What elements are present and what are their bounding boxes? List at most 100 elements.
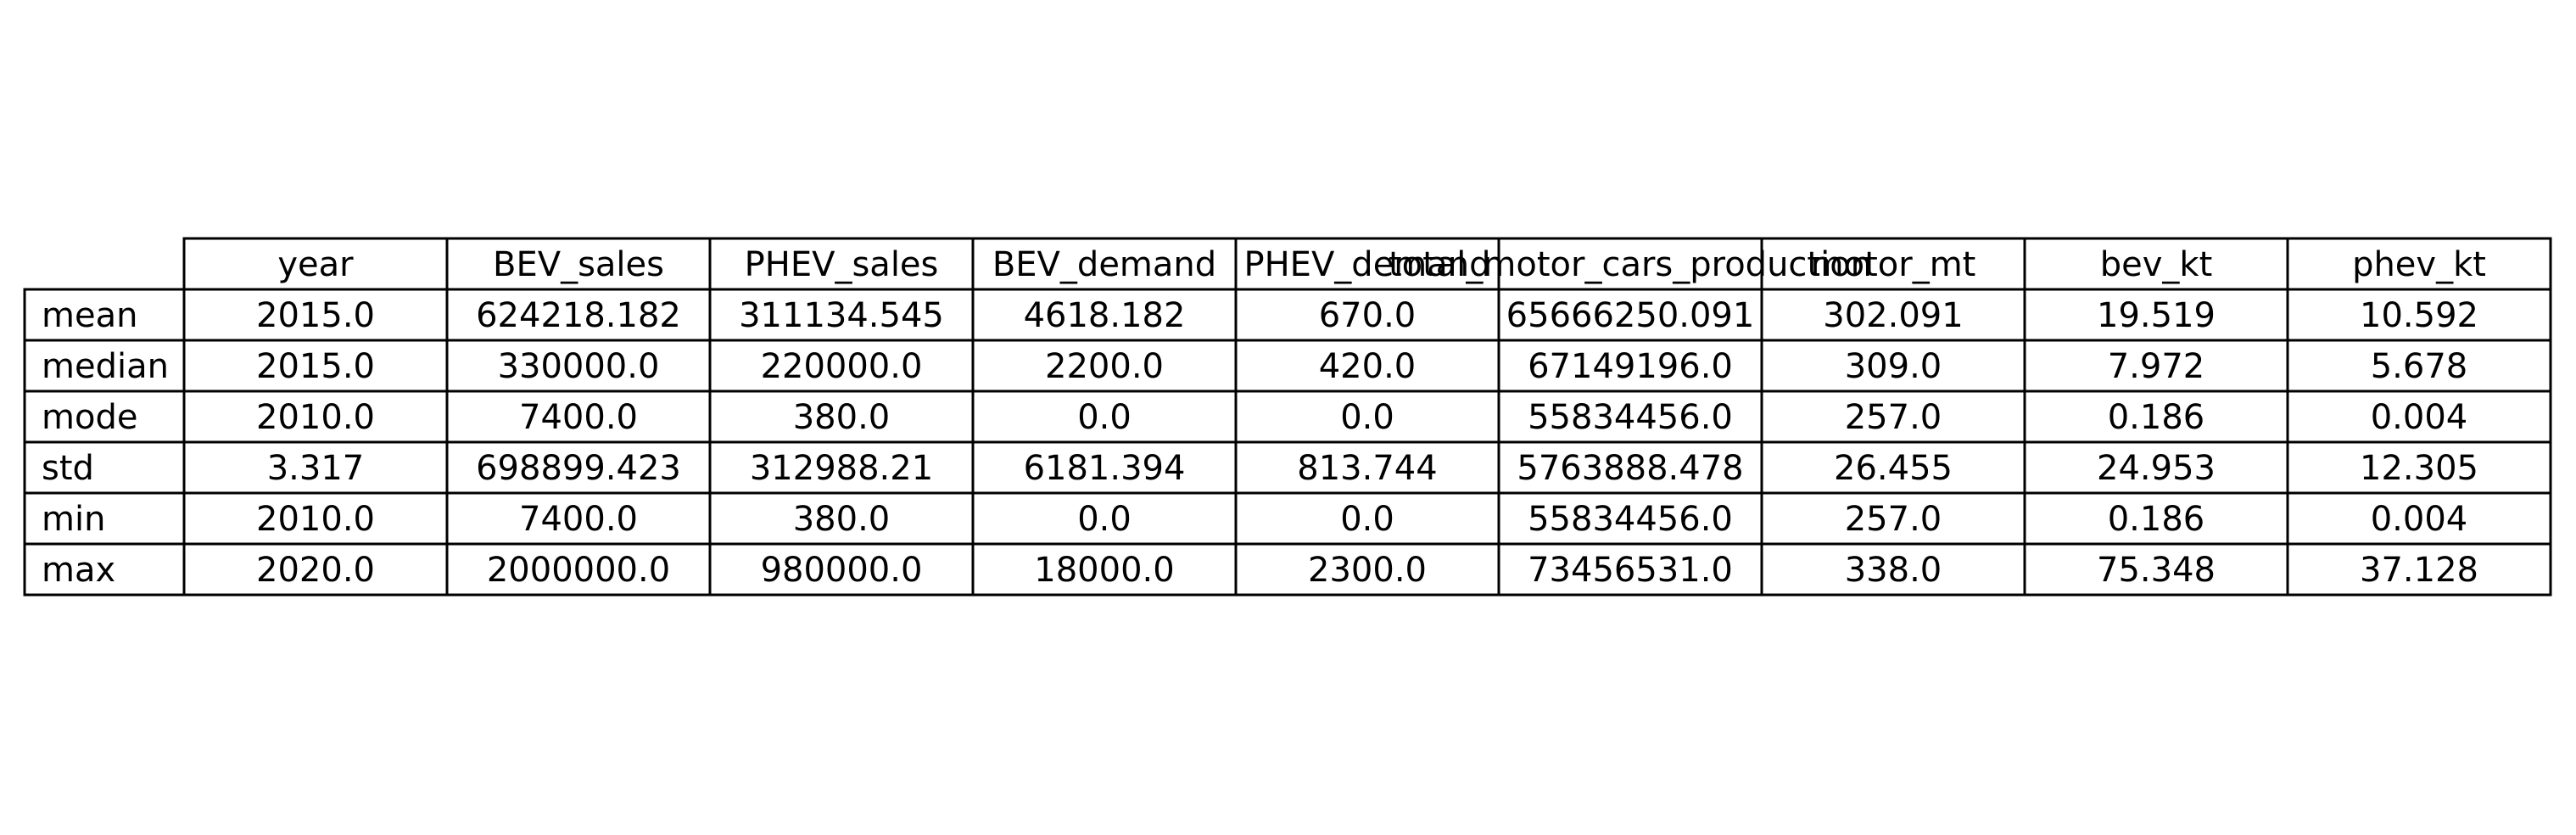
data-cell [445,288,712,342]
column-header-label: BEV_demand [992,245,1216,284]
data-cell [182,542,449,597]
data-cell [1497,288,1763,342]
row-label: min [42,500,105,539]
column-header-label: total_motor_cars_production [1389,245,1872,284]
data-cell [1497,542,1763,597]
data-cell-value: 309.0 [1845,347,1942,386]
data-cell-value: 2010.0 [256,500,375,539]
data-cell-value: 330000.0 [498,347,660,386]
data-cell [971,542,1238,597]
data-cell-value: 12.305 [2360,449,2478,488]
data-cell-value: 2015.0 [256,296,375,335]
data-cell-value: 302.091 [1823,296,1963,335]
data-cell-value: 380.0 [793,398,891,437]
data-cell [708,339,975,393]
data-cell [182,440,449,495]
data-cell-value: 18000.0 [1034,551,1174,590]
data-cell-value: 2000000.0 [487,551,670,590]
data-cell-value: 2010.0 [256,398,375,437]
column-header-label: PHEV_demand [1243,245,1490,284]
data-cell [1234,491,1500,546]
column-header-cell [445,237,712,291]
data-cell-value: 0.004 [2371,500,2468,539]
data-cell [708,288,975,342]
column-header-cell [2286,237,2552,291]
row-label-cell [23,542,186,597]
data-cell [971,440,1238,495]
data-cell-value: 380.0 [793,500,891,539]
column-header-label: PHEV_sales [745,245,939,284]
row-label: max [42,551,115,590]
data-cell-value: 3.317 [267,449,365,488]
data-cell-value: 73456531.0 [1528,551,1733,590]
data-cell-value: 5.678 [2371,347,2468,386]
column-header-label: motor_mt [1811,245,1976,284]
data-cell-value: 19.519 [2097,296,2216,335]
row-label: median [42,347,169,386]
row-label-cell [23,389,186,444]
data-cell-value: 6181.394 [1024,449,1186,488]
data-cell-value: 312988.21 [750,449,933,488]
data-cell-value: 0.186 [2108,398,2205,437]
column-header-label: year [277,245,354,284]
data-cell [971,288,1238,342]
data-cell-value: 24.953 [2097,449,2216,488]
data-cell-value: 55834456.0 [1528,398,1733,437]
data-cell [182,339,449,393]
data-cell [1497,491,1763,546]
column-header-cell [708,237,975,291]
row-label: mean [42,296,137,335]
data-cell [2286,491,2552,546]
column-header-cell [2023,237,2289,291]
data-cell [1234,288,1500,342]
data-cell-value: 220000.0 [761,347,923,386]
data-cell-value: 55834456.0 [1528,500,1733,539]
data-cell [2286,440,2552,495]
column-header-cell [182,237,449,291]
data-cell [708,542,975,597]
data-cell-value: 67149196.0 [1528,347,1733,386]
data-cell [2023,542,2289,597]
data-cell-value: 0.186 [2108,500,2205,539]
data-cell-value: 7.972 [2108,347,2205,386]
data-cell [182,491,449,546]
column-header-label: BEV_sales [493,245,664,284]
data-cell-value: 980000.0 [761,551,923,590]
data-cell-value: 420.0 [1319,347,1417,386]
data-cell [445,542,712,597]
data-cell [2023,491,2289,546]
data-cell-value: 2200.0 [1045,347,1164,386]
data-cell [1760,542,2026,597]
data-cell-value: 0.004 [2371,398,2468,437]
data-cell [971,491,1238,546]
data-cell-value: 26.455 [1834,449,1953,488]
data-cell-value: 0.0 [1077,500,1132,539]
data-cell [1760,288,2026,342]
data-cell-value: 2020.0 [256,551,375,590]
data-cell [2286,288,2552,342]
data-cell-value: 0.0 [1340,500,1394,539]
data-cell [971,339,1238,393]
data-cell-value: 670.0 [1319,296,1417,335]
data-cell [1497,339,1763,393]
data-cell-value: 65666250.091 [1506,296,1755,335]
column-header-label: phev_kt [2352,245,2486,284]
data-cell-value: 5763888.478 [1517,449,1743,488]
data-cell-value: 0.0 [1340,398,1394,437]
data-cell [1234,440,1500,495]
data-cell [708,440,975,495]
row-label-cell [23,491,186,546]
data-cell-value: 2300.0 [1308,551,1427,590]
data-cell [445,491,712,546]
data-cell [2023,440,2289,495]
data-cell-value: 7400.0 [519,398,638,437]
data-cell-value: 257.0 [1845,398,1942,437]
data-cell [2023,389,2289,444]
data-cell-value: 4618.182 [1024,296,1186,335]
data-cell [2023,288,2289,342]
data-cell-value: 624218.182 [476,296,681,335]
data-cell-value: 7400.0 [519,500,638,539]
data-cell-value: 2015.0 [256,347,375,386]
data-cell [2286,542,2552,597]
